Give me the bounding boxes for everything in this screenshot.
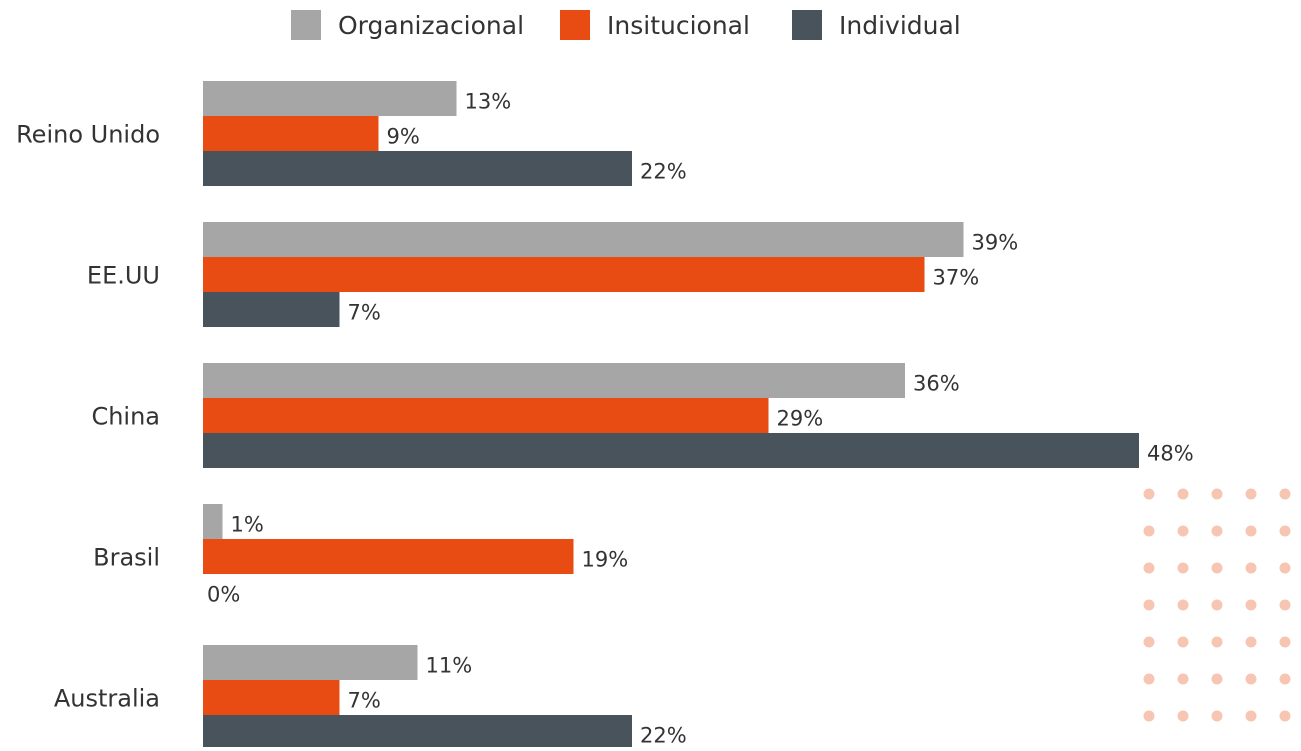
decor-dot bbox=[1143, 488, 1155, 500]
bar bbox=[203, 151, 632, 186]
category-label: China bbox=[91, 403, 160, 431]
data-label: 22% bbox=[640, 724, 687, 748]
decor-dot bbox=[1211, 673, 1223, 685]
data-label: 11% bbox=[426, 654, 473, 678]
data-label: 0% bbox=[207, 583, 240, 607]
data-label: 13% bbox=[465, 90, 512, 114]
decor-dot bbox=[1211, 488, 1223, 500]
bar bbox=[203, 81, 457, 116]
data-label: 9% bbox=[387, 125, 420, 149]
decor-dot bbox=[1143, 636, 1155, 648]
bar bbox=[203, 680, 340, 715]
decor-dot bbox=[1211, 562, 1223, 574]
decor-dot bbox=[1143, 525, 1155, 537]
data-label: 19% bbox=[582, 548, 629, 572]
decor-dot bbox=[1245, 525, 1257, 537]
decor-dot bbox=[1211, 525, 1223, 537]
decor-dot bbox=[1177, 488, 1189, 500]
data-label: 22% bbox=[640, 160, 687, 184]
decor-dot bbox=[1279, 488, 1291, 500]
data-label: 48% bbox=[1147, 442, 1194, 466]
bar bbox=[203, 257, 925, 292]
data-label: 37% bbox=[933, 266, 980, 290]
decor-dot bbox=[1245, 488, 1257, 500]
decor-dot bbox=[1245, 636, 1257, 648]
bar bbox=[203, 292, 340, 327]
data-label: 7% bbox=[348, 689, 381, 713]
decor-dot bbox=[1177, 673, 1189, 685]
decor-dot bbox=[1143, 710, 1155, 722]
decor-dot bbox=[1245, 710, 1257, 722]
bar bbox=[203, 116, 379, 151]
data-label: 1% bbox=[231, 513, 264, 537]
decor-dot bbox=[1177, 525, 1189, 537]
bar bbox=[203, 539, 574, 574]
decor-dot bbox=[1143, 673, 1155, 685]
decor-dot bbox=[1279, 636, 1291, 648]
decor-dot bbox=[1279, 710, 1291, 722]
bar bbox=[203, 222, 964, 257]
legend-label: Individual bbox=[839, 11, 961, 40]
category-label: Reino Unido bbox=[16, 121, 160, 149]
decor-dot bbox=[1279, 673, 1291, 685]
data-label: 29% bbox=[777, 407, 824, 431]
bar bbox=[203, 363, 905, 398]
category-label: EE.UU bbox=[87, 262, 160, 290]
bar bbox=[203, 504, 223, 539]
category-label: Australia bbox=[54, 685, 160, 713]
legend-label: Insitucional bbox=[607, 11, 750, 40]
legend-swatch bbox=[792, 10, 822, 40]
legend-label: Organizacional bbox=[338, 11, 524, 40]
decor-dot bbox=[1211, 599, 1223, 611]
category-label: Brasil bbox=[93, 544, 160, 572]
decor-dot bbox=[1211, 710, 1223, 722]
legend-swatch bbox=[560, 10, 590, 40]
decor-dot bbox=[1245, 562, 1257, 574]
decor-dot bbox=[1143, 562, 1155, 574]
decor-dot bbox=[1245, 599, 1257, 611]
bar bbox=[203, 398, 769, 433]
decor-dot bbox=[1279, 599, 1291, 611]
bar bbox=[203, 715, 632, 750]
bar bbox=[203, 433, 1139, 468]
legend-swatch bbox=[291, 10, 321, 40]
decor-dot bbox=[1279, 525, 1291, 537]
data-label: 7% bbox=[348, 301, 381, 325]
bar bbox=[203, 645, 418, 680]
decor-dot bbox=[1177, 562, 1189, 574]
decor-dot bbox=[1177, 599, 1189, 611]
decor-dot bbox=[1279, 562, 1291, 574]
decor-dot bbox=[1211, 636, 1223, 648]
data-label: 39% bbox=[972, 231, 1019, 255]
decor-dot bbox=[1177, 636, 1189, 648]
decor-dot bbox=[1143, 599, 1155, 611]
decor-dot bbox=[1245, 673, 1257, 685]
decor-dot bbox=[1177, 710, 1189, 722]
data-label: 36% bbox=[913, 372, 960, 396]
